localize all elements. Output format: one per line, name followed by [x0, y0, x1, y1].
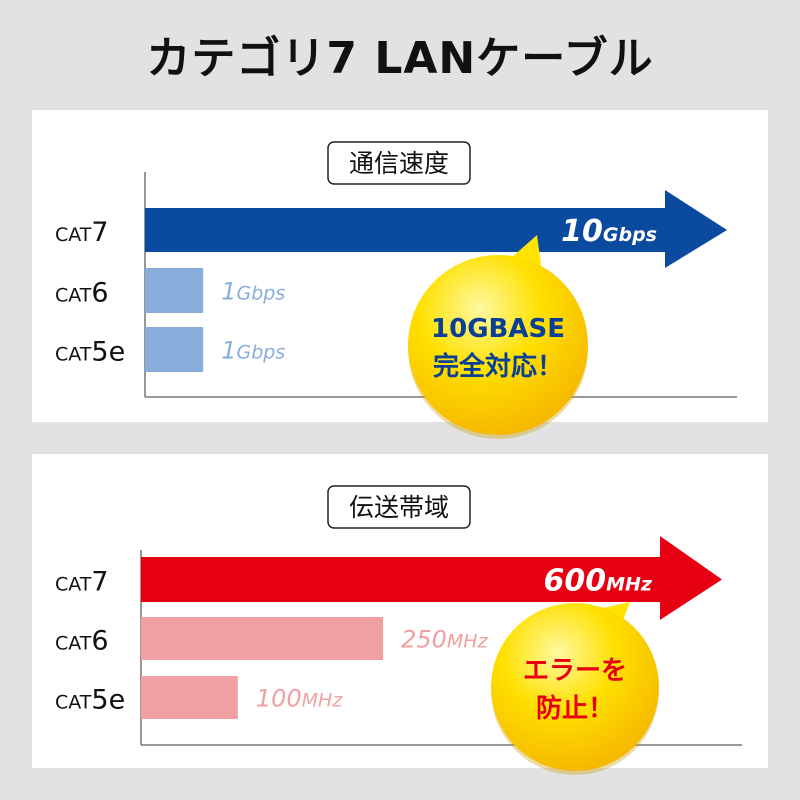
callout-text: 防止！	[536, 694, 614, 724]
value-label: 100MHz	[256, 685, 343, 713]
bar	[141, 676, 238, 719]
callout-text: 10GBASE	[431, 314, 565, 344]
chart-title: 通信速度	[349, 149, 449, 178]
category-label: CAT6	[55, 278, 109, 309]
category-label: CAT5e	[55, 337, 125, 368]
callout-text: 完全対応！	[433, 351, 563, 382]
bar	[145, 268, 204, 313]
value-label: 1Gbps	[221, 337, 285, 365]
category-label: CAT7	[55, 217, 109, 248]
callout-bubble: 10GBASE 完全対応！	[408, 235, 588, 439]
bar	[141, 617, 384, 660]
category-label: CAT6	[55, 626, 109, 657]
value-label: 1Gbps	[221, 278, 285, 306]
bar-arrow	[145, 190, 727, 268]
value-label: 600MHz	[544, 564, 653, 599]
callout-text: エラーを	[523, 656, 627, 686]
page-title: カテゴリ7 LANケーブル	[146, 33, 654, 84]
value-label: 250MHz	[401, 626, 488, 654]
chart-2: 伝送帯域 CAT7 600MHz CAT6 250MHz CAT5e 100MHz エラーを防…	[32, 454, 768, 775]
category-label: CAT7	[55, 567, 109, 598]
bar	[145, 327, 204, 372]
chart-title: 伝送帯域	[349, 493, 449, 522]
chart-title-box	[327, 485, 471, 529]
category-label: CAT5e	[55, 685, 125, 716]
value-label: 10Gbps	[561, 214, 657, 249]
bar-arrow	[141, 536, 722, 620]
chart-title-box	[327, 141, 471, 185]
chart-1: 通信速度 CAT7 10Gbps CAT6 1Gbps CAT5e 1Gbps 10GBASE…	[32, 110, 768, 439]
